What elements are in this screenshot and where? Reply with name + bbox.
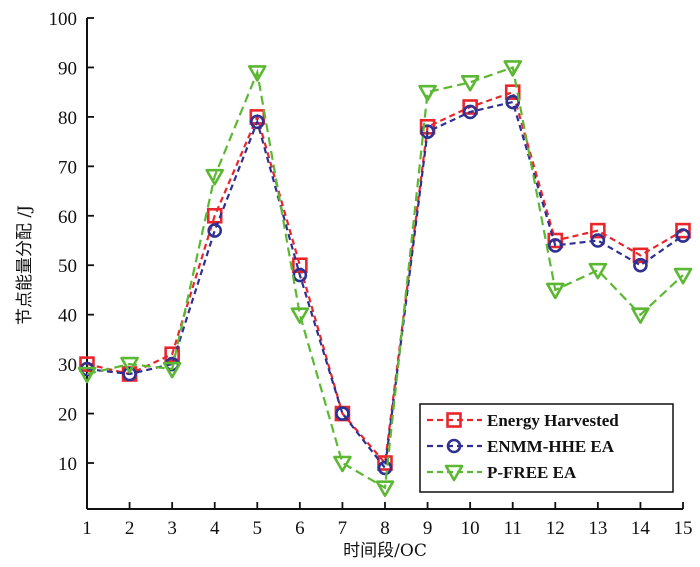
x-tick-label: 1 (82, 518, 92, 539)
data-point (462, 104, 478, 120)
y-tick-label: 60 (58, 207, 77, 228)
data-point (79, 356, 95, 372)
series-line (86, 90, 684, 466)
y-tick-label: 40 (58, 306, 77, 327)
data-point (205, 168, 225, 186)
y-tick-label: 50 (58, 256, 77, 277)
series-p-free-ea (77, 60, 693, 498)
data-point (505, 94, 521, 110)
y-tick-label: 80 (58, 108, 77, 129)
x-tick-label: 13 (588, 518, 607, 539)
y-tick-label: 90 (58, 58, 77, 79)
data-point (545, 282, 565, 300)
data-point (460, 74, 480, 92)
y-ticks: 10 20 30 40 50 60 70 80 90 100 (49, 9, 94, 475)
x-tick-label: 14 (631, 518, 651, 539)
x-tick-label: 2 (125, 518, 135, 539)
data-point (335, 406, 350, 421)
data-point (377, 455, 393, 471)
legend-label: Energy Harvested (487, 411, 619, 430)
data-point (547, 238, 563, 253)
data-point (590, 233, 606, 248)
x-ticks: 1 2 3 4 5 6 7 8 9 10 11 12 13 14 15 (82, 502, 693, 539)
data-point (249, 114, 265, 130)
data-point (590, 222, 606, 239)
data-point (377, 460, 393, 476)
data-point (547, 232, 564, 249)
data-point (247, 65, 267, 82)
legend-item: ENMM-HHE EA (427, 437, 615, 456)
data-point (462, 99, 478, 115)
data-point (675, 222, 691, 239)
data-point (290, 307, 310, 324)
x-tick-label: 12 (546, 518, 565, 539)
series-line (86, 65, 684, 490)
x-tick-label: 4 (210, 518, 220, 539)
x-axis-title: 时间段/OC (343, 541, 427, 561)
data-point (632, 247, 649, 264)
data-point (588, 262, 608, 280)
legend-item: P-FREE EA (427, 463, 577, 482)
y-tick-label: 30 (58, 355, 77, 376)
data-point (292, 257, 308, 274)
legend: Energy Harvested ENMM-HHE EA P-FREE EA (419, 403, 674, 493)
data-point (120, 356, 139, 374)
data-point (675, 228, 691, 243)
data-point (375, 480, 395, 498)
data-point (673, 267, 693, 285)
legend-item: Energy Harvested (427, 411, 619, 430)
legend-box (419, 403, 674, 493)
data-point (631, 307, 650, 324)
data-point (77, 366, 97, 384)
x-tick-label: 3 (167, 518, 177, 539)
x-tick-label: 11 (504, 518, 522, 539)
data-point (122, 366, 137, 382)
data-point (633, 257, 648, 273)
legend-marker (444, 464, 464, 482)
x-tick-label: 9 (423, 518, 433, 539)
y-tick-label: 10 (58, 454, 77, 475)
legend-label: P-FREE EA (487, 463, 577, 482)
x-tick-label: 15 (674, 518, 693, 539)
y-tick-label: 100 (49, 9, 78, 30)
series-line (86, 100, 684, 471)
legend-marker (446, 438, 462, 454)
data-point (333, 455, 352, 473)
data-point (420, 124, 435, 140)
data-point (504, 84, 521, 100)
x-tick-label: 8 (380, 518, 390, 539)
legend-label: ENMM-HHE EA (487, 437, 615, 456)
legend-marker (446, 412, 462, 428)
y-tick-label: 20 (58, 405, 77, 426)
x-tick-label: 10 (461, 518, 480, 539)
data-point (418, 84, 437, 102)
x-tick-label: 7 (338, 518, 348, 539)
y-tick-label: 70 (58, 157, 77, 178)
y-axis-title: 节点能量分配 /J (15, 205, 35, 325)
data-point (503, 60, 523, 77)
x-tick-label: 5 (253, 518, 263, 539)
data-point (164, 346, 180, 363)
x-tick-label: 6 (295, 518, 305, 539)
data-point (207, 223, 223, 238)
data-point (162, 361, 182, 379)
series-layer (77, 60, 693, 498)
